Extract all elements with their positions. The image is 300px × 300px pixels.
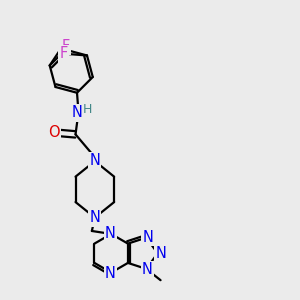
Text: N: N (105, 226, 116, 241)
Text: F: F (59, 46, 68, 62)
Text: N: N (155, 246, 166, 261)
Text: F: F (61, 39, 70, 54)
Text: N: N (89, 210, 100, 225)
Text: H: H (83, 103, 92, 116)
Text: N: N (72, 106, 83, 121)
Text: N: N (142, 230, 153, 244)
Text: N: N (142, 262, 153, 277)
Text: N: N (89, 153, 100, 168)
Text: O: O (49, 125, 60, 140)
Text: N: N (105, 266, 116, 281)
